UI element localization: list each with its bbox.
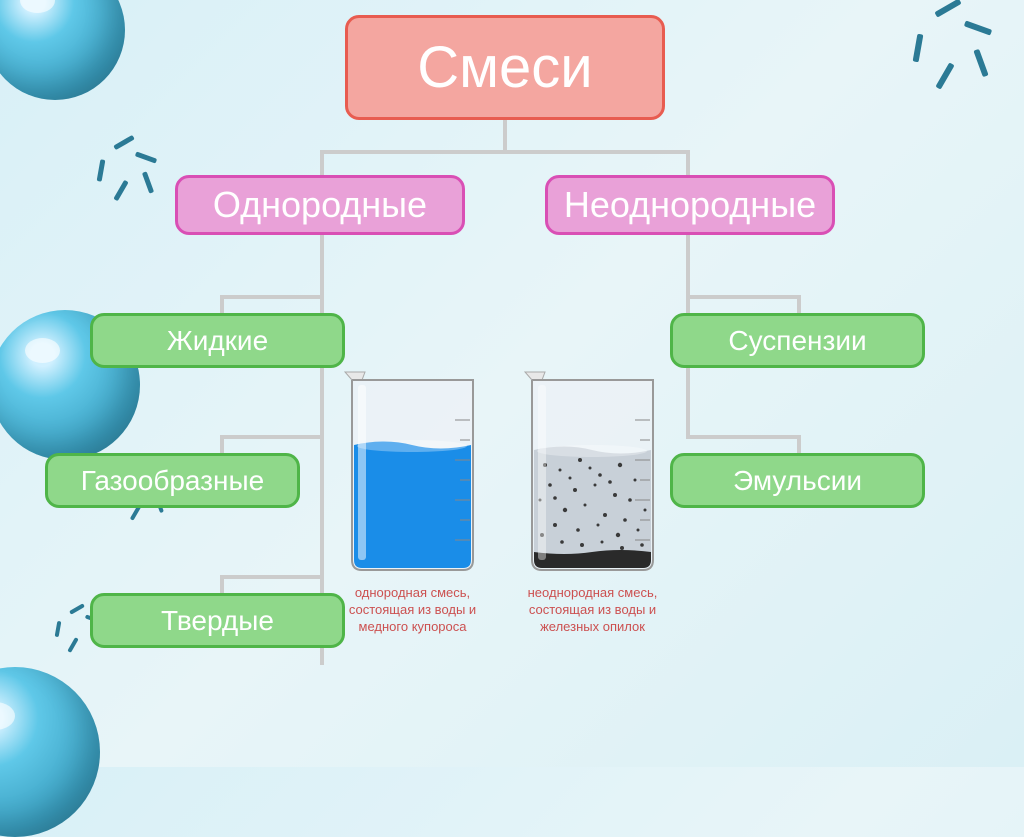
connector: [220, 295, 324, 299]
balloon-decoration: [0, 0, 125, 100]
leaf-label: Газообразные: [81, 465, 264, 497]
connector: [220, 435, 224, 455]
root-label: Смеси: [417, 34, 592, 101]
balloon-decoration: [0, 667, 100, 837]
beaker-homogeneous: [340, 370, 485, 575]
leaf-solid: Твердые: [90, 593, 345, 648]
connector: [220, 575, 224, 595]
sparkle-decoration: [95, 140, 165, 210]
root-node-mixtures: Смеси: [345, 15, 665, 120]
leaf-gaseous: Газообразные: [45, 453, 300, 508]
connector: [686, 235, 690, 295]
connector: [220, 435, 324, 439]
category-homogeneous: Однородные: [175, 175, 465, 235]
connector: [797, 435, 801, 455]
beaker-caption-heterogeneous: неоднородная смесь, состоящая из воды и …: [520, 585, 665, 636]
beaker-heterogeneous: [520, 370, 665, 575]
leaf-label: Суспензии: [728, 325, 866, 357]
beakers-illustration: однородная смесь, состоящая из воды и ме…: [330, 370, 680, 670]
connector: [686, 150, 690, 178]
leaf-liquid: Жидкие: [90, 313, 345, 368]
connector: [686, 295, 801, 299]
leaf-label: Твердые: [161, 605, 274, 637]
leaf-label: Эмульсии: [733, 465, 862, 497]
connector: [320, 235, 324, 295]
connector: [686, 435, 801, 439]
category-heterogeneous: Неоднородные: [545, 175, 835, 235]
leaf-suspension: Суспензии: [670, 313, 925, 368]
sparkle-decoration: [909, 5, 1004, 100]
connector: [320, 150, 690, 154]
connector: [797, 295, 801, 315]
connector: [320, 150, 324, 178]
connector: [220, 295, 224, 315]
category-label: Однородные: [213, 184, 427, 226]
beaker-caption-homogeneous: однородная смесь, состоящая из воды и ме…: [340, 585, 485, 636]
leaf-label: Жидкие: [167, 325, 268, 357]
connector: [220, 575, 324, 579]
connector: [503, 120, 507, 150]
category-label: Неоднородные: [564, 184, 816, 226]
leaf-emulsion: Эмульсии: [670, 453, 925, 508]
